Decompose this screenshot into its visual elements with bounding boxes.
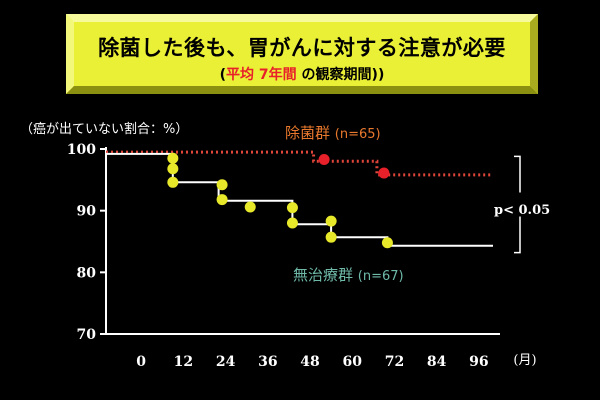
chart-ticks: 100 90 80 70 0 12 24 36 48 60 72 84 96 (月) [67,142,537,370]
x-tick-label: 48 [300,354,319,370]
title-banner: 除菌した後も、胃がんに対する注意が必要 (平均 7年間 の観察期間)) [66,14,538,94]
data-point-untreated [286,217,298,229]
data-point-untreated [216,179,228,191]
banner-bevel-right [530,14,538,94]
data-point-untreated [216,194,228,206]
banner-bevel-left [66,14,74,94]
y-tick-label: 70 [77,327,97,343]
data-point-untreated [325,215,337,227]
series-name-untreated: 無治療群 [293,266,354,284]
series-name-treated: 除菌群 [285,124,331,142]
banner-bevel-top [66,14,538,22]
y-tick-label: 90 [77,204,97,220]
data-point-untreated [286,202,298,214]
y-axis-label: （癌が出ていない割合：%） [20,122,189,137]
x-tick-label: 36 [258,354,277,370]
data-point-untreated [381,237,393,249]
x-tick-label: 96 [469,354,488,370]
chart-lines [106,150,493,247]
series-n-treated: (n=65) [334,127,381,142]
p-value-annotation: p< 0.05 [494,203,551,218]
y-tick-label: 100 [67,142,96,158]
series-label-treated: 除菌群 (n=65) [285,122,381,143]
chart-points [167,152,393,249]
subtitle-open: ( [219,67,227,83]
page-subtitle: (平均 7年間 の観察期間)) [219,67,385,83]
series-label-untreated: 無治療群 (n=67) [293,264,404,285]
data-point-untreated [167,176,179,188]
data-point-untreated [167,163,179,175]
bracket-line [514,155,521,254]
page-title: 除菌した後も、胃がんに対する注意が必要 [98,36,506,60]
x-axis-unit-label: (月) [513,353,536,368]
subtitle-highlight: 平均 7年間 [226,67,297,83]
x-tick-label: 60 [343,354,363,370]
pvalue-bracket [514,155,521,254]
data-point-treated [318,153,330,165]
data-point-untreated [325,231,337,243]
data-point-untreated [167,152,179,164]
x-tick-label: 0 [136,354,146,370]
series-line-untreated [106,152,493,247]
x-tick-label: 84 [427,354,447,370]
subtitle-rest: の観察期間) [296,67,378,83]
y-tick-label: 80 [77,265,97,281]
data-point-treated [378,167,390,179]
x-tick-label: 12 [174,354,193,370]
x-tick-label: 24 [216,354,236,370]
x-tick-label: 72 [385,354,404,370]
series-n-untreated: (n=67) [357,269,404,284]
chart-axes [105,147,500,335]
series-line-treated [106,150,493,177]
data-point-untreated [244,201,256,213]
banner-bevel-bottom [66,86,538,94]
